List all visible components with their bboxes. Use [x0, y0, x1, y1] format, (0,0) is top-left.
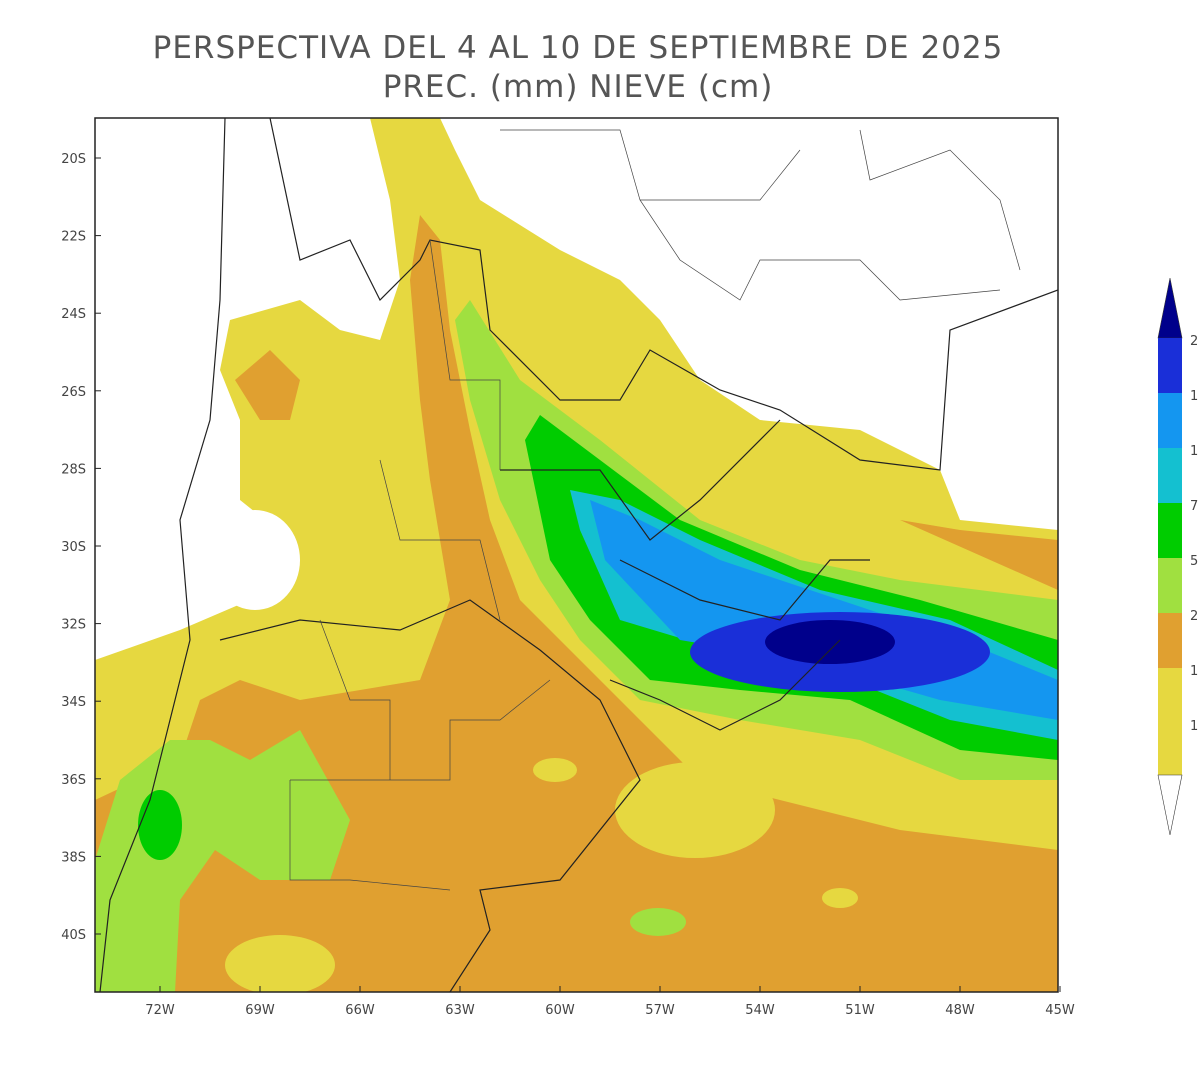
title: PERSPECTIVA DEL 4 AL 10 DE SEPTIEMBRE DE… — [153, 30, 1004, 66]
lat-label: 38S — [61, 850, 86, 865]
legend-label: 1 — [1190, 719, 1198, 734]
lat-label: 22S — [61, 230, 86, 245]
colorbar — [1157, 277, 1183, 836]
lat-label: 40S — [61, 928, 86, 943]
legend-label: 5 — [1190, 554, 1198, 569]
lat-label: 36S — [61, 773, 86, 788]
lon-label: 54W — [745, 1003, 775, 1018]
subtitle: PREC. (mm) NIEVE (cm) — [383, 69, 774, 105]
legend-label: 2 — [1190, 609, 1198, 624]
lat-label: 30S — [61, 540, 86, 555]
lon-label: 60W — [545, 1003, 575, 1018]
lat-label: 34S — [61, 695, 86, 710]
lat-label: 24S — [61, 307, 86, 322]
lon-label: 63W — [445, 1003, 475, 1018]
legend-label: 1 — [1190, 444, 1198, 459]
legend-label: 7 — [1190, 499, 1198, 514]
lon-label: 45W — [1045, 1003, 1075, 1018]
lon-label: 69W — [245, 1003, 275, 1018]
lon-label: 51W — [845, 1003, 875, 1018]
lat-label: 26S — [61, 385, 86, 400]
legend-label: 2 — [1190, 334, 1198, 349]
lon-label: 48W — [945, 1003, 975, 1018]
lon-label: 72W — [145, 1003, 175, 1018]
lon-label: 57W — [645, 1003, 675, 1018]
lat-label: 28S — [61, 462, 86, 477]
precip-field — [95, 118, 1058, 992]
legend-label: 1 — [1190, 664, 1198, 679]
map-frame — [94, 117, 1059, 993]
legend-label: 1 — [1190, 389, 1198, 404]
lon-label: 66W — [345, 1003, 375, 1018]
lat-label: 32S — [61, 618, 86, 633]
lat-label: 20S — [61, 152, 86, 167]
